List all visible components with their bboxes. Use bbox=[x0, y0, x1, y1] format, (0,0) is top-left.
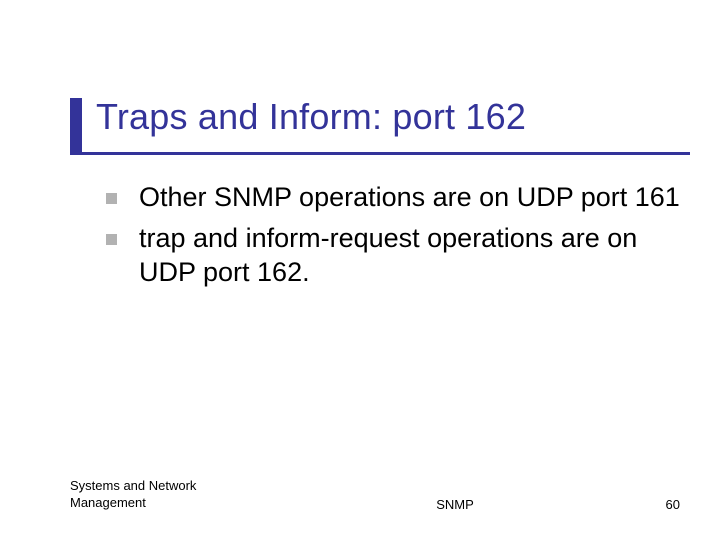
square-bullet-icon bbox=[106, 193, 117, 204]
bullet-text: trap and inform-request operations are o… bbox=[139, 221, 680, 290]
body-region: Other SNMP operations are on UDP port 16… bbox=[106, 180, 680, 296]
slide-title: Traps and Inform: port 162 bbox=[96, 98, 690, 137]
bullet-item: trap and inform-request operations are o… bbox=[106, 221, 680, 290]
title-region: Traps and Inform: port 162 bbox=[70, 98, 690, 137]
footer-region: Systems and Network Management SNMP 60 bbox=[70, 478, 680, 512]
footer-left: Systems and Network Management bbox=[70, 478, 270, 512]
footer-center: SNMP bbox=[270, 497, 640, 512]
square-bullet-icon bbox=[106, 234, 117, 245]
footer-page-number: 60 bbox=[640, 497, 680, 512]
title-accent-bar bbox=[70, 98, 82, 152]
bullet-text: Other SNMP operations are on UDP port 16… bbox=[139, 180, 680, 215]
bullet-item: Other SNMP operations are on UDP port 16… bbox=[106, 180, 680, 215]
title-underline bbox=[70, 152, 690, 155]
slide: Traps and Inform: port 162 Other SNMP op… bbox=[0, 0, 720, 540]
